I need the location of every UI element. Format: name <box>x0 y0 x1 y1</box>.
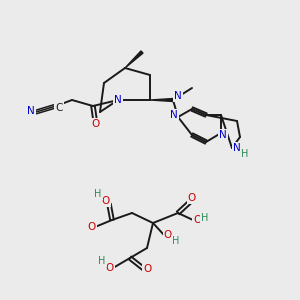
Text: O: O <box>143 264 151 274</box>
Text: H: H <box>201 213 209 223</box>
Text: O: O <box>106 263 114 273</box>
Text: O: O <box>92 119 100 129</box>
Text: H: H <box>172 236 180 246</box>
Text: N: N <box>174 91 182 101</box>
Text: N: N <box>27 106 35 116</box>
Text: O: O <box>188 193 196 203</box>
Polygon shape <box>150 98 173 101</box>
Text: O: O <box>88 222 96 232</box>
Text: N: N <box>170 110 178 120</box>
Text: O: O <box>164 230 172 240</box>
Text: O: O <box>193 215 201 225</box>
Text: N: N <box>219 130 227 140</box>
Text: N: N <box>233 143 241 153</box>
Polygon shape <box>125 51 143 68</box>
Text: O: O <box>102 196 110 206</box>
Text: C: C <box>55 103 63 113</box>
Text: H: H <box>94 189 102 199</box>
Text: H: H <box>98 256 106 266</box>
Text: N: N <box>114 95 122 105</box>
Text: H: H <box>241 149 249 159</box>
